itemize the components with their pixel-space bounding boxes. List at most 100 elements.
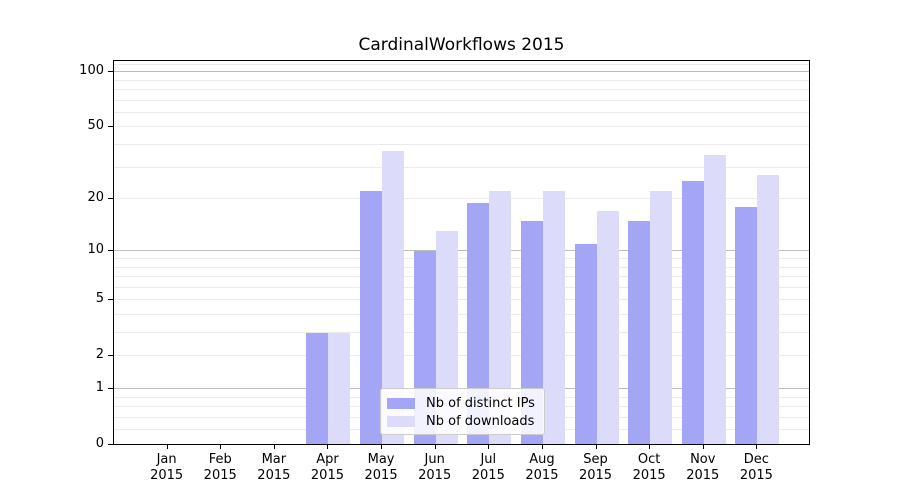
y-tick-label-100: 100 [79, 62, 104, 78]
minor-gridline [114, 299, 809, 301]
x-tick-label-jul: Jul 2015 [456, 452, 520, 484]
x-tick-year: 2015 [632, 468, 666, 483]
bar-ips-nov [681, 181, 704, 444]
x-tick-month: Oct [637, 452, 661, 467]
x-tick-label-may: May 2015 [349, 452, 413, 484]
y-tick-label-2: 2 [95, 346, 104, 362]
minor-gridline [114, 258, 809, 259]
minor-gridline [114, 144, 809, 146]
x-tick-mark [702, 445, 704, 449]
x-tick-mark [220, 445, 222, 449]
legend-swatch-distinct-ips [387, 398, 415, 409]
x-tick-month: Jun [424, 452, 445, 467]
x-tick-month: Aug [529, 452, 555, 467]
y-tick-mark [108, 70, 113, 72]
minor-gridline [114, 332, 809, 334]
y-tick-label-1: 1 [95, 379, 104, 395]
x-tick-year: 2015 [364, 468, 398, 483]
bar-ips-jul [467, 202, 490, 444]
x-tick-year: 2015 [471, 468, 505, 483]
x-tick-mark [595, 445, 597, 449]
x-tick-year: 2015 [418, 468, 452, 483]
bar-ips-may [360, 191, 383, 444]
x-tick-year: 2015 [578, 468, 613, 483]
x-tick-label-dec: Dec 2015 [724, 452, 788, 484]
chart-title: CardinalWorkflows 2015 [358, 35, 565, 55]
x-tick-mark [488, 445, 490, 449]
x-tick-year: 2015 [525, 468, 559, 483]
x-tick-mark [166, 445, 168, 449]
minor-gridline [114, 355, 809, 357]
minor-gridline [114, 99, 809, 101]
x-tick-label-jun: Jun 2015 [403, 452, 467, 484]
bar-ips-sep [574, 243, 597, 444]
x-tick-year: 2015 [686, 468, 720, 483]
minor-gridline [114, 89, 809, 91]
minor-gridline [114, 79, 809, 81]
y-tick-mark [108, 387, 113, 389]
y-tick-label-0: 0 [95, 435, 104, 451]
legend-entry-distinct-ips: Nb of distinct IPs [387, 395, 536, 412]
bar-downloads-jul [489, 191, 512, 444]
x-tick-month: Feb [208, 452, 232, 467]
x-tick-mark [434, 445, 436, 449]
legend-label-distinct-ips: Nb of distinct IPs [426, 396, 535, 411]
bar-ips-dec [735, 206, 758, 444]
x-tick-year: 2015 [150, 468, 184, 483]
x-tick-mark [541, 445, 543, 449]
minor-gridline [114, 63, 809, 65]
y-tick-mark [108, 354, 113, 356]
major-gridline [114, 250, 809, 252]
x-tick-year: 2015 [739, 468, 773, 483]
y-tick-label-50: 50 [87, 117, 104, 133]
minor-gridline [114, 198, 809, 200]
minor-gridline [114, 126, 809, 128]
x-tick-month: Nov [690, 452, 716, 467]
y-tick-mark [108, 197, 113, 199]
minor-gridline [114, 313, 809, 315]
x-tick-month: Apr [316, 452, 339, 467]
x-tick-mark [649, 445, 651, 449]
y-tick-label-20: 20 [87, 189, 104, 205]
x-tick-year: 2015 [203, 468, 237, 483]
x-tick-month: Mar [261, 452, 287, 467]
x-tick-label-oct: Oct 2015 [617, 452, 681, 484]
bar-downloads-may [382, 150, 405, 444]
x-tick-mark [381, 445, 383, 449]
legend-entry-downloads: Nb of downloads [387, 413, 536, 430]
legend: Nb of distinct IPs Nb of downloads [380, 388, 545, 435]
plot-area [113, 60, 810, 445]
y-tick-mark [108, 125, 113, 127]
bar-downloads-apr [328, 332, 351, 444]
bar-downloads-dec [757, 175, 780, 444]
x-tick-month: Jul [480, 452, 497, 467]
x-tick-month: Jan [156, 452, 177, 467]
y-tick-label-10: 10 [87, 241, 104, 257]
legend-label-downloads: Nb of downloads [426, 414, 535, 429]
bar-ips-oct [628, 220, 651, 444]
x-tick-label-feb: Feb 2015 [188, 452, 252, 484]
x-tick-label-mar: Mar 2015 [242, 452, 306, 484]
minor-gridline [114, 276, 809, 278]
x-tick-mark [273, 445, 275, 449]
y-tick-mark [108, 249, 113, 251]
x-tick-label-sep: Sep 2015 [564, 452, 628, 484]
x-tick-mark [327, 445, 329, 449]
bar-downloads-oct [650, 191, 673, 444]
bar-downloads-aug [542, 191, 565, 444]
x-tick-label-aug: Aug 2015 [510, 452, 574, 484]
y-tick-mark [108, 298, 113, 300]
minor-gridline [114, 166, 809, 168]
legend-swatch-downloads [387, 416, 415, 427]
bar-downloads-sep [596, 211, 619, 444]
minor-gridline [114, 286, 809, 288]
bar-downloads-nov [703, 155, 726, 444]
x-tick-year: 2015 [310, 468, 344, 483]
x-tick-month: May [367, 452, 395, 467]
minor-gridline [114, 111, 809, 113]
x-tick-month: Sep [583, 452, 608, 467]
x-tick-label-jan: Jan 2015 [135, 452, 199, 484]
major-gridline [114, 71, 809, 73]
x-tick-label-apr: Apr 2015 [295, 452, 359, 484]
